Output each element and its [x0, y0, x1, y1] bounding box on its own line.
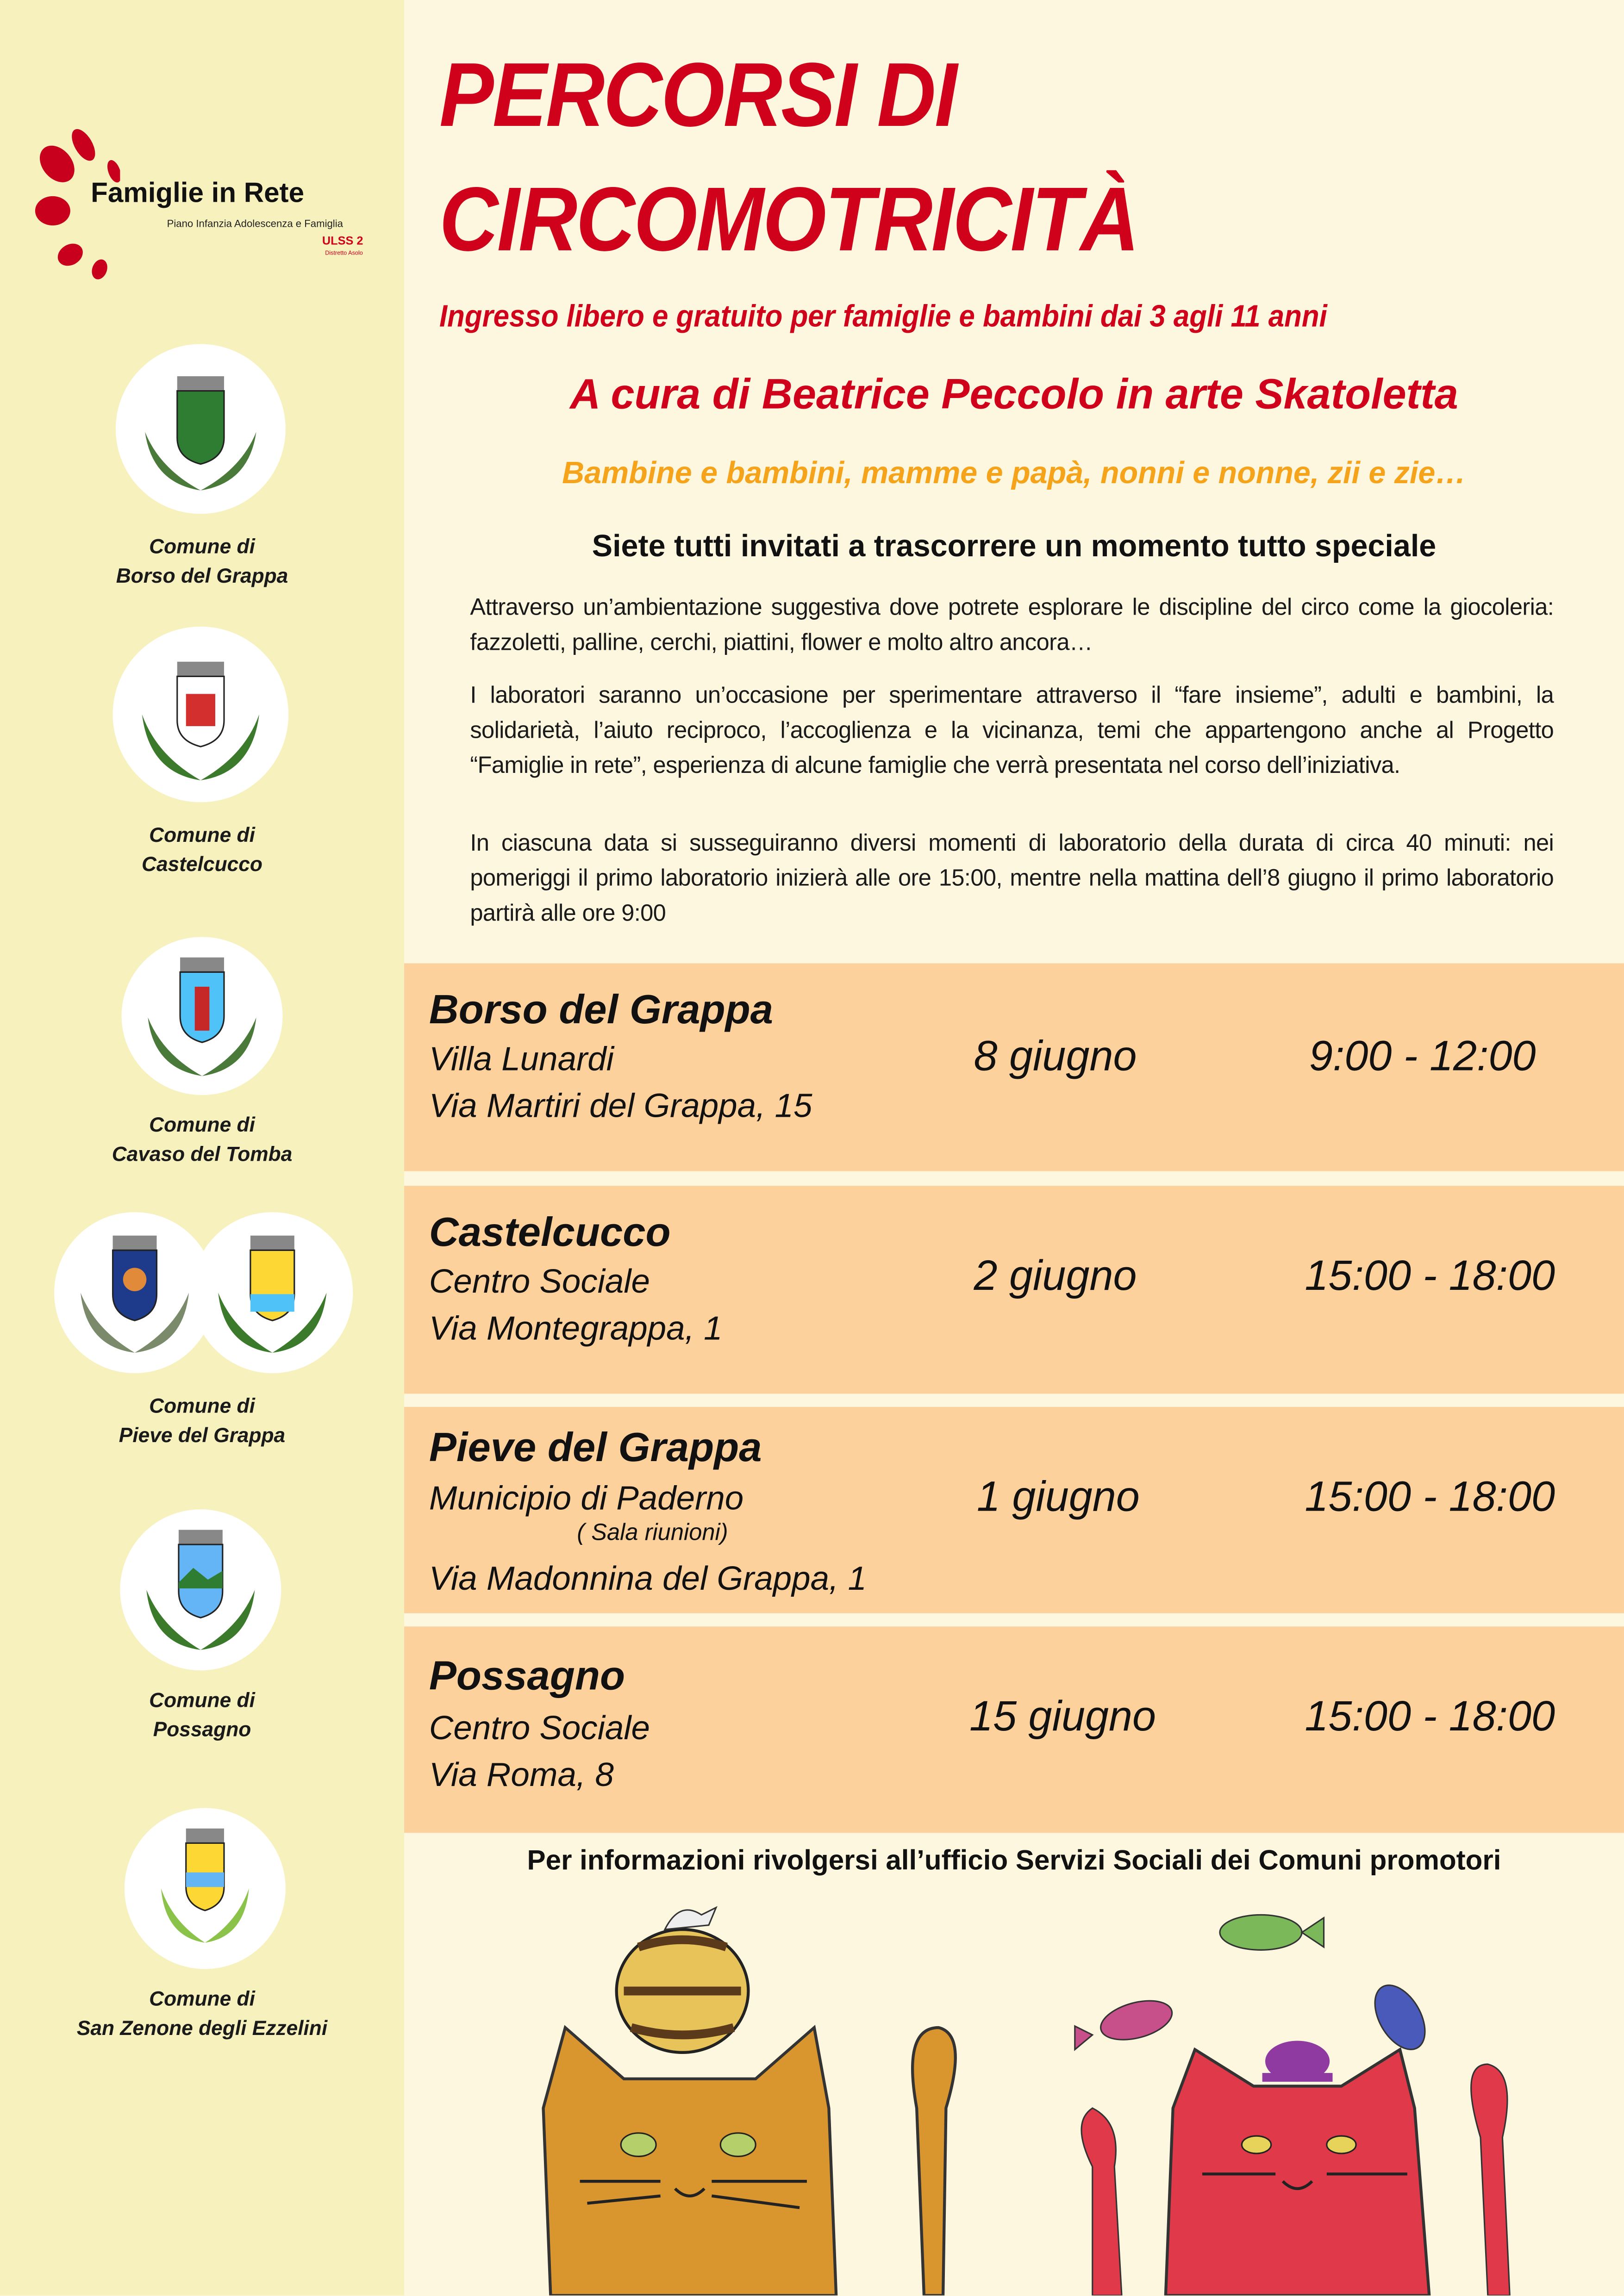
coat-of-arms-icon	[142, 661, 259, 780]
event-time: 15:00 - 18:00	[1305, 1253, 1555, 1300]
municipality-label-cavaso: Comune di Cavaso del Tomba	[112, 1113, 293, 1165]
paragraph-3: In ciascuna data si susseguiranno divers…	[470, 831, 1554, 927]
cats-illustration	[542, 1906, 1511, 2296]
coat-of-arms-icon	[80, 1235, 189, 1353]
event-venue-note: ( Sala riunioni)	[577, 1521, 728, 1546]
municipality-label-borso: Comune di Borso del Grappa	[116, 534, 288, 587]
event-time: 15:00 - 18:00	[1305, 1474, 1555, 1521]
event-row: Pieve del Grappa Municipio di Paderno ( …	[404, 1406, 1624, 1613]
municipality-label-possagno: Comune di Possagno	[149, 1688, 255, 1741]
cavaso-crest	[121, 937, 283, 1095]
coat-of-arms-icon	[218, 1235, 327, 1353]
event-row: Borso del Grappa Villa Lunardi Via Marti…	[404, 963, 1624, 1171]
event-address: Via Roma, 8	[429, 1755, 614, 1793]
event-row: Castelcucco Centro Sociale Via Montegrap…	[404, 1186, 1624, 1394]
orange-cat-icon	[542, 1906, 957, 2296]
event-venue: Centro Sociale	[429, 1708, 650, 1747]
possagno-crest	[120, 1509, 281, 1671]
event-town: Pieve del Grappa	[429, 1424, 762, 1470]
san-zenone-crest	[124, 1808, 286, 1969]
event-date: 1 giugno	[976, 1474, 1140, 1521]
event-venue: Centro Sociale	[429, 1262, 650, 1300]
event-venue: Municipio di Paderno	[429, 1478, 744, 1517]
fish-icons	[1074, 1914, 1426, 2051]
coat-of-arms-icon	[148, 957, 256, 1076]
footer-info: Per informazioni rivolgersi all’ufficio …	[527, 1846, 1501, 1877]
logo-district: Distretto Asolo	[325, 249, 363, 256]
event-date: 15 giugno	[969, 1693, 1156, 1741]
event-address: Via Madonnina del Grappa, 1	[429, 1559, 867, 1598]
municipality-label-castelcucco: Comune di Castelcucco	[142, 822, 262, 876]
event-address: Via Montegrappa, 1	[429, 1308, 723, 1347]
borso-crest	[115, 344, 286, 514]
event-time: 15:00 - 18:00	[1305, 1693, 1555, 1741]
curator: A cura di Beatrice Peccolo in arte Skato…	[570, 372, 1458, 419]
coat-of-arms-icon	[161, 1828, 249, 1943]
famiglie-in-rete-logo: Famiglie in Rete Piano Infanzia Adolesce…	[32, 120, 376, 288]
event-date: 8 giugno	[974, 1033, 1137, 1081]
title-line-1: PERCORSI DI	[439, 45, 957, 147]
logo-tagline: Piano Infanzia Adolescenza e Famiglia	[167, 219, 343, 230]
paragraph-2: I laboratori saranno un’occasione per sp…	[470, 684, 1554, 779]
event-date: 2 giugno	[974, 1253, 1137, 1300]
coat-of-arms-icon	[146, 1530, 255, 1650]
event-town: Castelcucco	[429, 1209, 671, 1255]
subtitle: Ingresso libero e gratuito per famiglie …	[439, 300, 1327, 334]
audience: Bambine e bambini, mamme e papà, nonni e…	[562, 456, 1466, 491]
event-time: 9:00 - 12:00	[1309, 1033, 1536, 1081]
title-line-2: CIRCOMOTRICITÀ	[439, 169, 1139, 271]
coat-of-arms-icon	[145, 376, 256, 491]
red-cat-icon	[1081, 2041, 1511, 2296]
event-venue: Villa Lunardi	[429, 1039, 614, 1078]
castelcucco-crest	[112, 626, 289, 803]
event-town: Borso del Grappa	[429, 986, 773, 1033]
logo-name: Famiglie in Rete	[91, 178, 305, 210]
municipality-label-san-zenone: Comune di San Zenone degli Ezzelini	[76, 1986, 328, 2040]
invite-heading: Siete tutti invitati a trascorrere un mo…	[592, 530, 1437, 564]
paragraph-1: Attraverso un’ambientazione suggestiva d…	[470, 596, 1554, 656]
pieve-crest-2	[192, 1212, 353, 1374]
logo-org: ULSS 2	[322, 234, 363, 248]
red-dots-icon	[35, 129, 120, 280]
event-row: Possagno Centro Sociale Via Roma, 8 15 g…	[404, 1626, 1624, 1833]
sidebar: Famiglie in Rete Piano Infanzia Adolesce…	[0, 0, 405, 2296]
pieve-crest-1	[54, 1212, 215, 1374]
municipality-label-pieve: Comune di Pieve del Grappa	[119, 1394, 286, 1447]
event-town: Possagno	[429, 1653, 625, 1699]
event-address: Via Martiri del Grappa, 15	[429, 1086, 812, 1125]
